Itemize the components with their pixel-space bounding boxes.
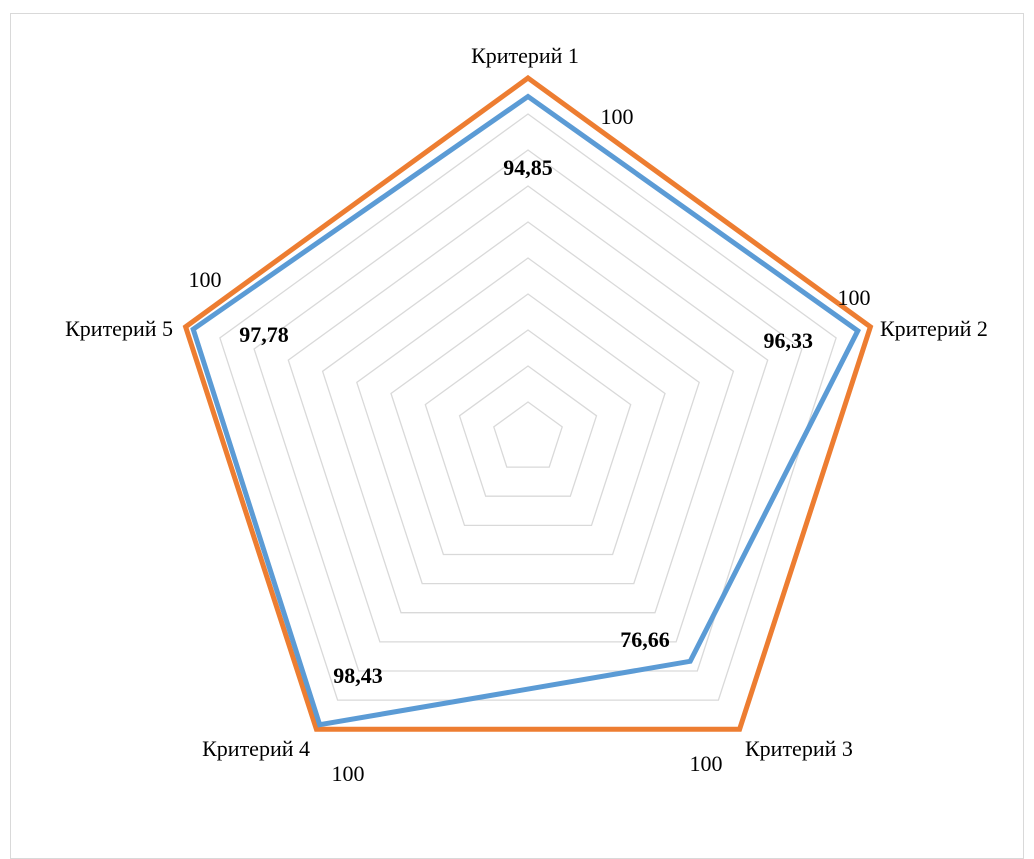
grid-ring [493, 401, 563, 468]
data-label: 100 [189, 267, 222, 292]
series-layer [182, 74, 874, 732]
data-label: 96,33 [764, 328, 814, 353]
chart-frame [10, 13, 1024, 859]
data-label: 94,85 [503, 155, 553, 180]
category-label: Критерий 3 [745, 736, 853, 761]
grid-ring [287, 185, 769, 643]
series-line [190, 93, 862, 728]
category-label: Критерий 4 [202, 736, 310, 761]
grid-ring [390, 293, 666, 556]
grid-ring [253, 149, 803, 672]
data-label: 100 [332, 761, 365, 786]
value-label-layer: 94,85 96,33 76,66 98,43 97,78 100 100 100 100 100 [189, 104, 871, 786]
grid-ring [321, 221, 735, 614]
category-label: Критерий 1 [471, 43, 579, 68]
data-label: 97,78 [239, 322, 289, 347]
series-line [182, 74, 874, 732]
category-label: Критерий 5 [65, 316, 173, 341]
data-label: 100 [838, 285, 871, 310]
data-label: 76,66 [620, 627, 670, 652]
grid-ring [356, 257, 700, 585]
grid-ring [219, 113, 837, 701]
axis-label-layer: Критерий 1 Критерий 2 Критерий 3 Критерий 4… [65, 43, 988, 761]
category-label: Критерий 2 [880, 316, 988, 341]
data-label: 100 [601, 104, 634, 129]
grid-ring [458, 365, 598, 497]
grid-ring [424, 329, 632, 527]
data-label: 100 [690, 751, 723, 776]
data-label: 98,43 [333, 663, 383, 688]
